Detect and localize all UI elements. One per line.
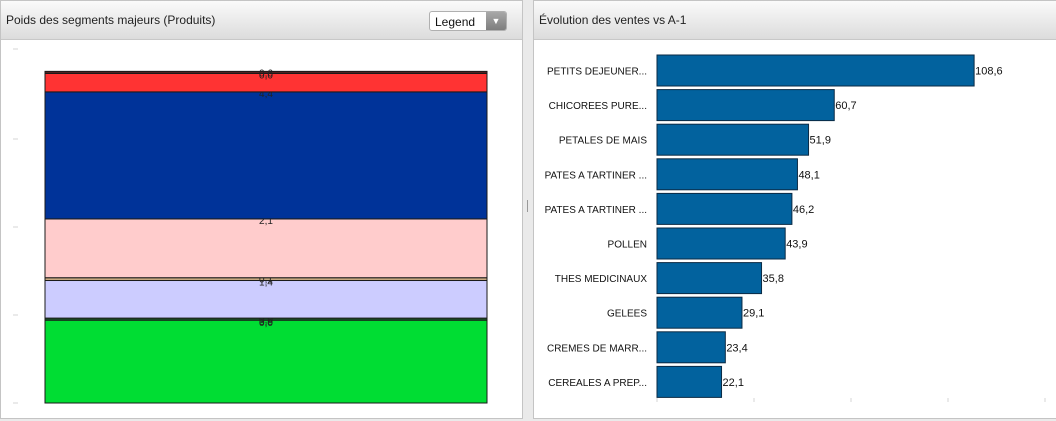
category-label: CEREALES A PREP... xyxy=(548,378,647,389)
legend-dropdown[interactable]: Legend ▼ xyxy=(429,11,507,31)
segment-value-label: 1,4 xyxy=(259,278,273,289)
segment-value-label: 4,4 xyxy=(259,89,273,100)
bar xyxy=(656,296,743,329)
panel-title: Poids des segments majeurs (Produits) xyxy=(6,13,216,27)
bar-value-label: 51,9 xyxy=(810,135,831,147)
resize-handle[interactable] xyxy=(527,200,530,212)
bar-value-label: 35,8 xyxy=(763,273,784,285)
category-label: POLLEN xyxy=(608,240,647,251)
category-label: GELEES xyxy=(607,309,647,320)
horizontal-bar-chart: PETITS DEJEUNER... 108,6 CHICOREES PURE...… xyxy=(545,54,1046,402)
category-label: CHICOREES PURE... xyxy=(549,101,647,112)
bar xyxy=(656,192,793,225)
bar xyxy=(656,262,763,295)
segment-value-label: 0,0 xyxy=(259,315,273,326)
bar xyxy=(656,365,723,398)
bar-value-label: 29,1 xyxy=(743,308,764,320)
bar-value-label: 43,9 xyxy=(786,239,807,251)
stacked-bar-chart: 3,80,00,01,40,12,14,40,00,6 xyxy=(13,48,488,404)
segment-value-label: 0,0 xyxy=(259,70,273,81)
segment-weight-panel: Poids des segments majeurs (Produits) Le… xyxy=(0,0,523,419)
bar-value-label: 108,6 xyxy=(975,66,1003,78)
category-label: PETITS DEJEUNER... xyxy=(547,67,647,78)
bar-value-label: 46,2 xyxy=(793,204,814,216)
sales-evolution-panel: Évolution des ventes vs A-1 PETITS DEJEU… xyxy=(533,0,1056,419)
segment-value-label: 0,6 xyxy=(259,68,273,79)
bar-value-label: 48,1 xyxy=(798,169,819,181)
stack-segment xyxy=(44,70,488,74)
bar xyxy=(656,227,786,260)
stack-segment xyxy=(44,218,488,279)
stack-segment xyxy=(44,91,488,220)
legend-dropdown-label: Legend xyxy=(435,15,476,29)
segment-value-label: 0,0 xyxy=(259,318,273,329)
bar-value-label: 22,1 xyxy=(723,377,744,389)
category-label: PATES A TARTINER ... xyxy=(545,205,647,216)
bar-value-label: 60,7 xyxy=(835,100,856,112)
panel-header: Évolution des ventes vs A-1 xyxy=(534,1,1056,40)
bar xyxy=(656,123,810,156)
category-label: PATES A TARTINER ... xyxy=(545,170,647,181)
chevron-down-icon: ▼ xyxy=(486,12,506,30)
bar xyxy=(656,331,726,364)
panel-title: Évolution des ventes vs A-1 xyxy=(539,13,687,27)
bar xyxy=(656,54,975,87)
stack-segment xyxy=(44,319,488,404)
panel-header: Poids des segments majeurs (Produits) Le… xyxy=(1,1,522,40)
category-label: PETALES DE MAIS xyxy=(559,136,648,147)
bar-value-label: 23,4 xyxy=(726,342,747,354)
segment-value-label: 2,1 xyxy=(259,216,273,227)
bar xyxy=(656,158,798,191)
segment-value-label: 0,1 xyxy=(259,275,273,286)
segment-value-label: 3,8 xyxy=(259,317,273,328)
category-label: THES MEDICINAUX xyxy=(555,274,648,285)
bar xyxy=(656,89,835,122)
category-label: CREMES DE MARR... xyxy=(547,343,647,354)
